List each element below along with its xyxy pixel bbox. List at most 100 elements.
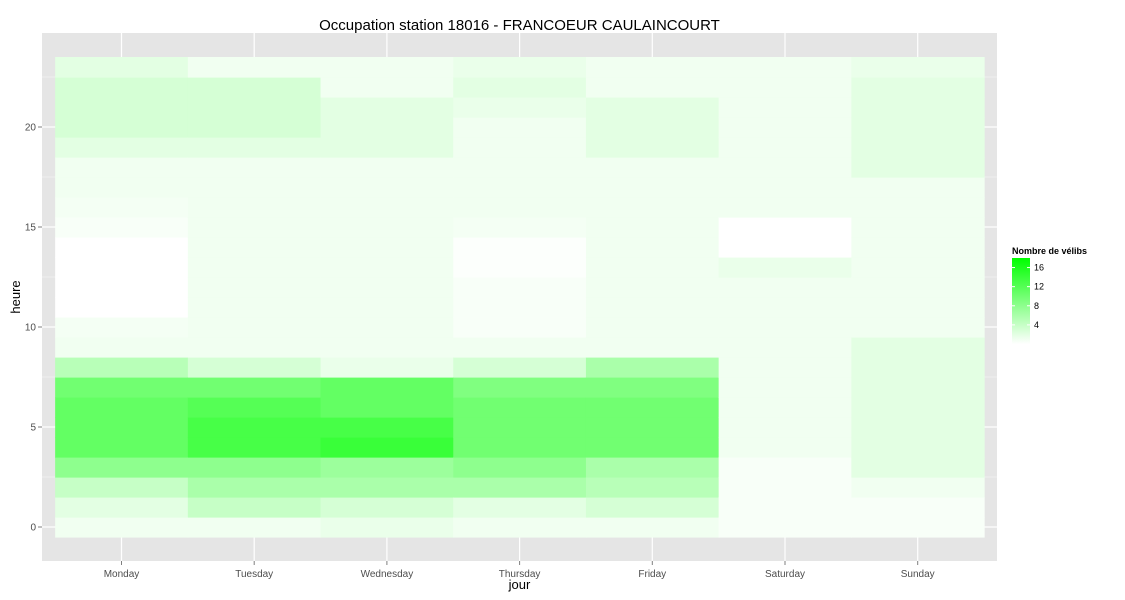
x-tick-label: Wednesday — [361, 569, 414, 580]
heatmap-cell — [55, 337, 189, 358]
heatmap-cell — [585, 77, 720, 98]
heatmap-cell — [187, 157, 322, 178]
heatmap-cell — [320, 497, 454, 518]
heatmap-cell — [453, 237, 587, 258]
heatmap-cell — [187, 197, 322, 218]
heatmap-cell — [187, 277, 322, 298]
heatmap-cell — [320, 317, 454, 338]
heatmap-cell — [187, 217, 322, 238]
heatmap-cell — [718, 317, 852, 338]
heatmap-cell — [187, 477, 322, 498]
heatmap-cell — [718, 457, 852, 478]
heatmap-cell — [320, 377, 454, 398]
heatmap-cell — [320, 297, 454, 318]
heatmap-cell — [320, 97, 454, 118]
x-tick-label: Saturday — [765, 569, 805, 580]
heatmap-cell — [55, 517, 189, 538]
heatmap-cell — [320, 397, 454, 418]
heatmap-cell — [851, 377, 985, 398]
heatmap-cell — [851, 337, 985, 358]
heatmap-cell — [187, 137, 322, 158]
heatmap-cell — [453, 277, 587, 298]
heatmap-cell — [585, 317, 720, 338]
heatmap-cell — [585, 257, 720, 278]
heatmap-cell — [718, 177, 852, 198]
heatmap-cell — [718, 497, 852, 518]
heatmap-cell — [453, 337, 587, 358]
heatmap-cell — [851, 97, 985, 118]
heatmap-cell — [320, 257, 454, 278]
heatmap-cell — [453, 517, 587, 538]
heatmap-cell — [187, 457, 322, 478]
heatmap-cell — [55, 217, 189, 238]
heatmap-cell — [718, 437, 852, 458]
heatmap-cell — [55, 277, 189, 298]
legend-tick-label: 8 — [1034, 301, 1039, 311]
heatmap-cell — [187, 57, 322, 78]
heatmap-cell — [718, 337, 852, 358]
heatmap-cell — [718, 157, 852, 178]
heatmap-cell — [320, 77, 454, 98]
heatmap-cell — [320, 477, 454, 498]
heatmap-cell — [585, 377, 720, 398]
heatmap-cell — [585, 497, 720, 518]
heatmap-cell — [187, 77, 322, 98]
heatmap-cell — [718, 417, 852, 438]
heatmap-cell — [453, 157, 587, 178]
heatmap-cell — [585, 157, 720, 178]
heatmap-cell — [453, 97, 587, 118]
heatmap-cell — [187, 337, 322, 358]
heatmap-cell — [851, 517, 985, 538]
heatmap-cell — [320, 217, 454, 238]
heatmap-cell — [55, 457, 189, 478]
heatmap-cell — [453, 197, 587, 218]
heatmap-cell — [55, 437, 189, 458]
heatmap-cell — [851, 217, 985, 238]
heatmap-cell — [55, 237, 189, 258]
heatmap-cell — [453, 377, 587, 398]
x-tick-label: Monday — [104, 569, 140, 580]
heatmap-cell — [187, 317, 322, 338]
heatmap-cell — [718, 197, 852, 218]
heatmap-cell — [187, 97, 322, 118]
heatmap-cell — [585, 417, 720, 438]
heatmap-cell — [55, 357, 189, 378]
heatmap-cell — [187, 437, 322, 458]
heatmap-cell — [851, 277, 985, 298]
heatmap-cell — [851, 357, 985, 378]
heatmap-cell — [187, 257, 322, 278]
heatmap-cell — [585, 517, 720, 538]
heatmap-cell — [187, 297, 322, 318]
y-tick-label: 15 — [25, 223, 37, 234]
heatmap-cell — [453, 137, 587, 158]
heatmap-cell — [718, 297, 852, 318]
heatmap-cell — [320, 357, 454, 378]
heatmap-cell — [585, 117, 720, 138]
heatmap-cell — [718, 357, 852, 378]
heatmap-cell — [453, 457, 587, 478]
heatmap-cell — [453, 317, 587, 338]
heatmap-cell — [453, 297, 587, 318]
heatmap-cell — [453, 217, 587, 238]
heatmap-cell — [851, 77, 985, 98]
y-tick-label: 0 — [30, 523, 36, 534]
heatmap-cell — [851, 397, 985, 418]
heatmap-cell — [187, 377, 322, 398]
heatmap-cell — [851, 437, 985, 458]
heatmap-cell — [851, 57, 985, 78]
heatmap-cell — [320, 277, 454, 298]
heatmap-cell — [187, 357, 322, 378]
heatmap-cell — [585, 57, 720, 78]
heatmap-cell — [320, 117, 454, 138]
legend-title: Nombre de vélibs — [1012, 246, 1087, 256]
heatmap-cell — [55, 57, 189, 78]
x-tick-label: Tuesday — [235, 569, 273, 580]
heatmap-cell — [851, 157, 985, 178]
heatmap-cell — [55, 377, 189, 398]
heatmap-cell — [55, 477, 189, 498]
heatmap-cell — [55, 197, 189, 218]
heatmap-cell — [718, 277, 852, 298]
heatmap-cell — [187, 397, 322, 418]
heatmap-cell — [851, 477, 985, 498]
heatmap-cell — [585, 197, 720, 218]
